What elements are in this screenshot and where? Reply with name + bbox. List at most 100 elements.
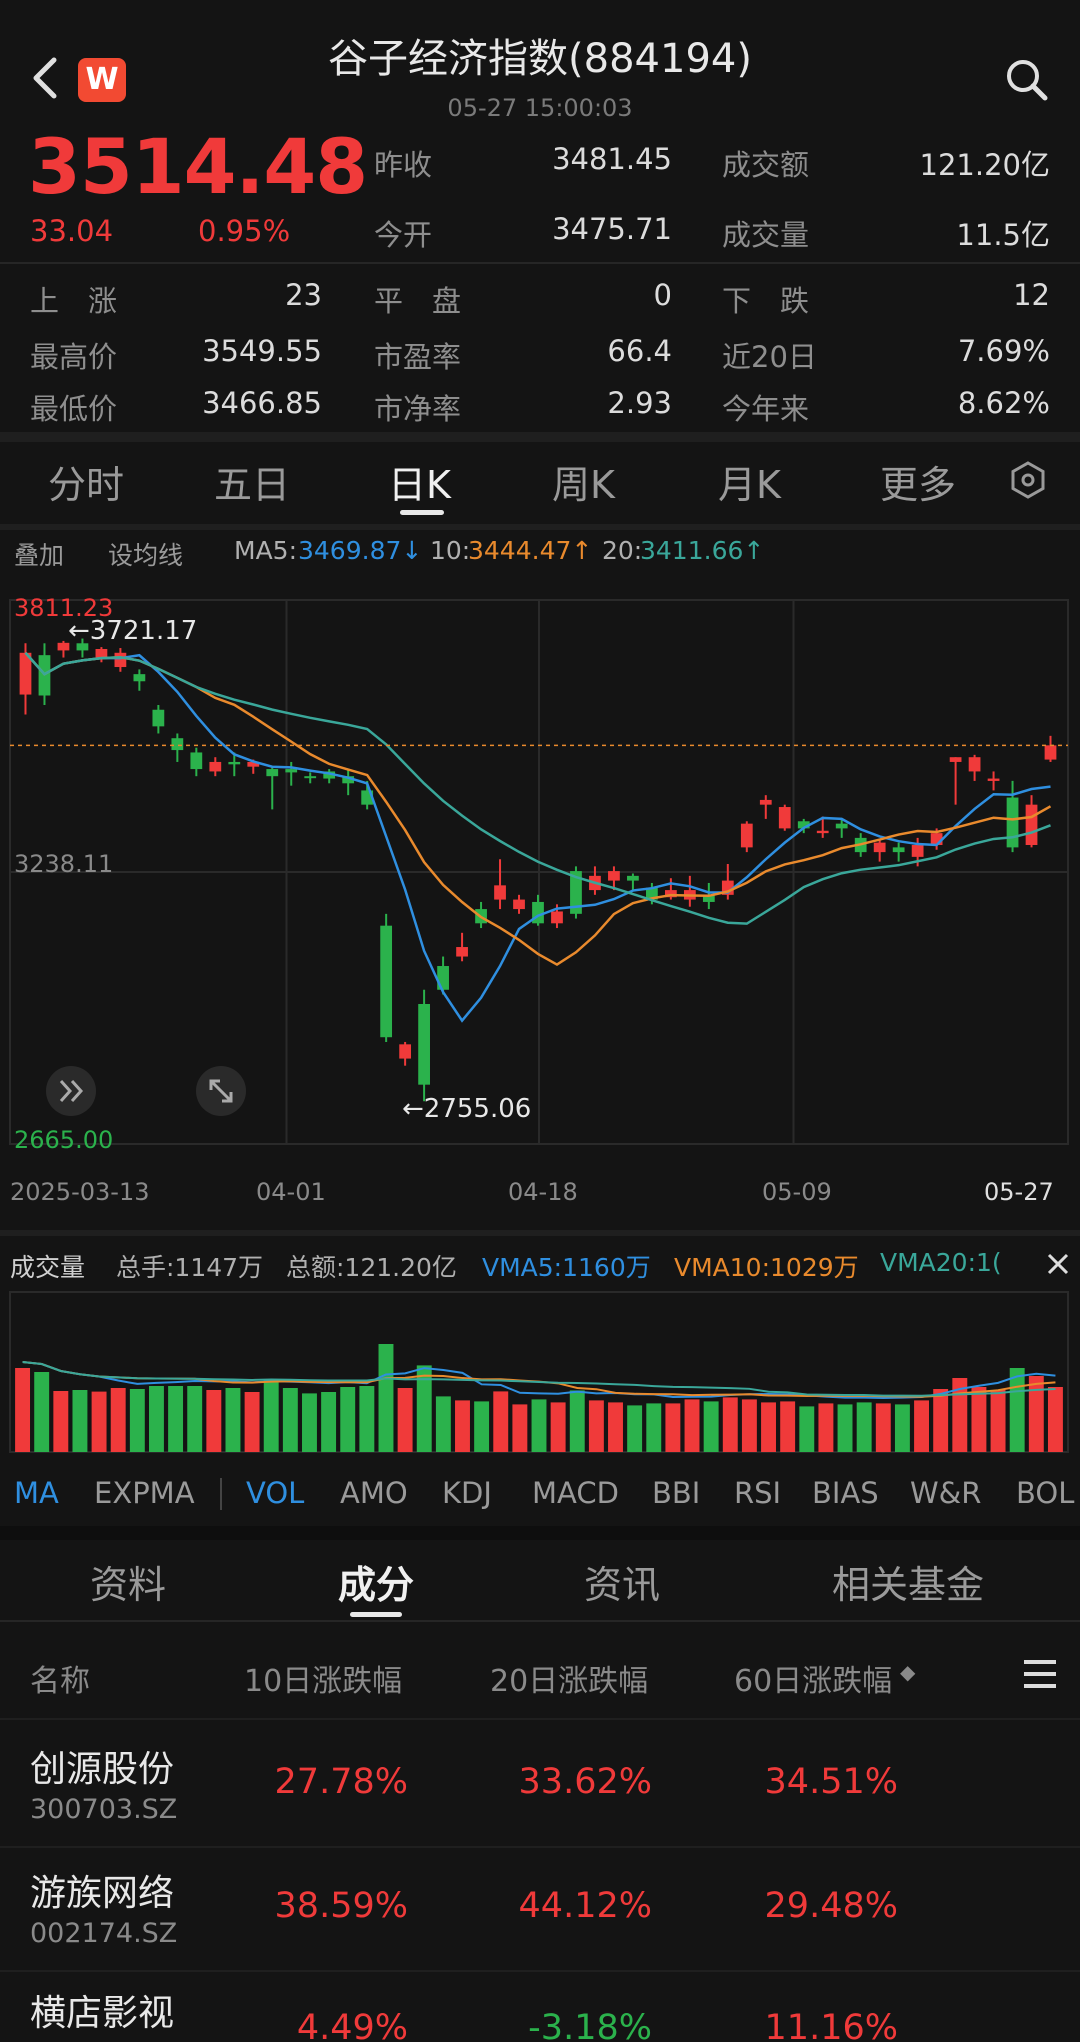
page-title: 谷子经济指数(884194) — [328, 36, 752, 82]
column-header-20d[interactable]: 20日涨跌幅 — [490, 1664, 649, 1699]
candle-body — [209, 761, 222, 772]
indicator-amo[interactable]: AMO — [340, 1476, 408, 1510]
volume-bar — [608, 1402, 623, 1452]
close-volume-button[interactable] — [1044, 1250, 1072, 1278]
volume-bar — [703, 1401, 719, 1452]
ma20-label: 20: — [602, 536, 643, 565]
indicator-rsi[interactable]: RSI — [734, 1476, 782, 1510]
candle-body — [627, 875, 639, 881]
stat-label: 今年来 — [722, 392, 810, 426]
volume-bar — [684, 1399, 700, 1452]
change-60d: 11.16% — [764, 2008, 898, 2042]
candle-body — [646, 887, 658, 900]
candle-body — [1044, 745, 1057, 760]
stat-value: 2.93 — [607, 386, 672, 420]
volume-bar — [569, 1390, 585, 1452]
volume-bar — [340, 1387, 356, 1452]
candle-body — [380, 925, 393, 1038]
tab-monthly-k[interactable]: 月K — [718, 463, 781, 507]
expand-chart-button[interactable] — [46, 1066, 96, 1116]
change-10d: 27.78% — [274, 1762, 408, 1802]
candle-body — [721, 880, 734, 895]
change-20d: 33.62% — [518, 1762, 652, 1802]
stat-label: 昨收 — [374, 148, 433, 182]
tab-constituents[interactable]: 成分 — [338, 1563, 415, 1607]
volume-bar — [741, 1399, 757, 1452]
tab-daily-k[interactable]: 日K — [388, 463, 451, 507]
volume-bar — [359, 1386, 375, 1452]
volume-bar — [990, 1390, 1006, 1452]
stat-value: 7.69% — [957, 334, 1050, 368]
y-axis-min-label: 2665.00 — [14, 1126, 114, 1154]
candle-body — [437, 966, 449, 990]
tab-profile[interactable]: 资料 — [90, 1563, 167, 1607]
tab-more[interactable]: 更多 — [880, 463, 957, 507]
candle-body — [418, 1003, 430, 1085]
search-button[interactable] — [1003, 56, 1051, 104]
stat-value: 23 — [285, 278, 322, 312]
indicator-boll[interactable]: BOL — [1016, 1476, 1075, 1510]
overlay-button[interactable]: 叠加 — [14, 541, 65, 570]
set-ma-button[interactable]: 设均线 — [108, 541, 184, 570]
column-settings-button[interactable] — [1020, 1656, 1060, 1692]
volume-bar — [321, 1392, 337, 1452]
column-header-10d[interactable]: 10日涨跌幅 — [244, 1664, 403, 1699]
low-price-marker: ←2755.06 — [402, 1094, 532, 1124]
volume-bar — [531, 1399, 547, 1452]
stat-value: 121.20亿 — [919, 148, 1050, 182]
candle-body — [513, 899, 525, 910]
stat-label: 市盈率 — [374, 340, 462, 374]
vma5-value: VMA5:1160万 — [482, 1253, 651, 1282]
candle-body — [892, 847, 905, 853]
indicator-kdj[interactable]: KDJ — [442, 1476, 492, 1510]
column-header-60d[interactable]: 60日涨跌幅 — [734, 1664, 893, 1699]
indicator-vol[interactable]: VOL — [246, 1476, 305, 1510]
volume-bar — [91, 1391, 107, 1452]
quote-datetime: 05-27 15:00:03 — [447, 94, 633, 122]
volume-bar — [550, 1402, 566, 1452]
vma5-line — [22, 1361, 1056, 1400]
tab-news[interactable]: 资讯 — [584, 1563, 661, 1607]
stat-value: 3466.85 — [202, 386, 322, 420]
double-chevron-right-icon — [59, 1079, 84, 1103]
stat-value: 3475.71 — [552, 212, 672, 246]
volume-bar — [53, 1391, 69, 1452]
tab-intraday[interactable]: 分时 — [48, 463, 125, 507]
sort-icon[interactable]: ◆ — [900, 1660, 916, 1684]
tab-five-day[interactable]: 五日 — [214, 463, 291, 507]
indicator-wr[interactable]: W&R — [910, 1476, 982, 1510]
ma20-line — [24, 651, 1051, 925]
ma5-label: MA5: — [234, 536, 298, 565]
candle-body — [816, 830, 829, 834]
stat-label: 最低价 — [30, 392, 118, 426]
tab-related-funds[interactable]: 相关基金 — [832, 1563, 985, 1607]
candlestick-chart[interactable] — [0, 584, 1080, 1164]
candle-body — [551, 911, 563, 924]
indicator-bbi[interactable]: BBI — [652, 1476, 701, 1510]
volume-bar — [72, 1390, 88, 1452]
candle-body — [95, 648, 108, 658]
candle-body — [266, 769, 279, 777]
table-row[interactable]: 创源股份 300703.SZ 27.78% 33.62% 34.51% — [0, 1722, 1080, 1844]
volume-bar — [1009, 1368, 1025, 1452]
x-axis-date: 05-27 — [984, 1178, 1054, 1206]
indicator-macd[interactable]: MACD — [532, 1476, 619, 1510]
volume-bar — [818, 1403, 834, 1452]
indicator-expma[interactable]: EXPMA — [94, 1476, 195, 1510]
candle-body — [494, 885, 506, 900]
back-button[interactable] — [24, 52, 64, 104]
stat-label: 近20日 — [722, 340, 817, 374]
table-row[interactable]: 横店影视 4.49% -3.18% 11.16% — [0, 1974, 1080, 2042]
chart-settings-button[interactable] — [1008, 460, 1048, 500]
tab-weekly-k[interactable]: 周K — [552, 463, 615, 507]
volume-chart[interactable] — [0, 1288, 1080, 1456]
candle-body — [285, 769, 298, 773]
active-bottom-tab-indicator — [350, 1612, 402, 1617]
fullscreen-button[interactable] — [196, 1066, 246, 1116]
table-row[interactable]: 游族网络 002174.SZ 38.59% 44.12% 29.48% — [0, 1850, 1080, 1972]
volume-bar — [455, 1400, 470, 1452]
ma20-value: 3411.66↑ — [640, 536, 765, 565]
stat-label: 上 涨 — [30, 284, 118, 318]
indicator-ma[interactable]: MA — [14, 1476, 59, 1510]
indicator-bias[interactable]: BIAS — [812, 1476, 879, 1510]
